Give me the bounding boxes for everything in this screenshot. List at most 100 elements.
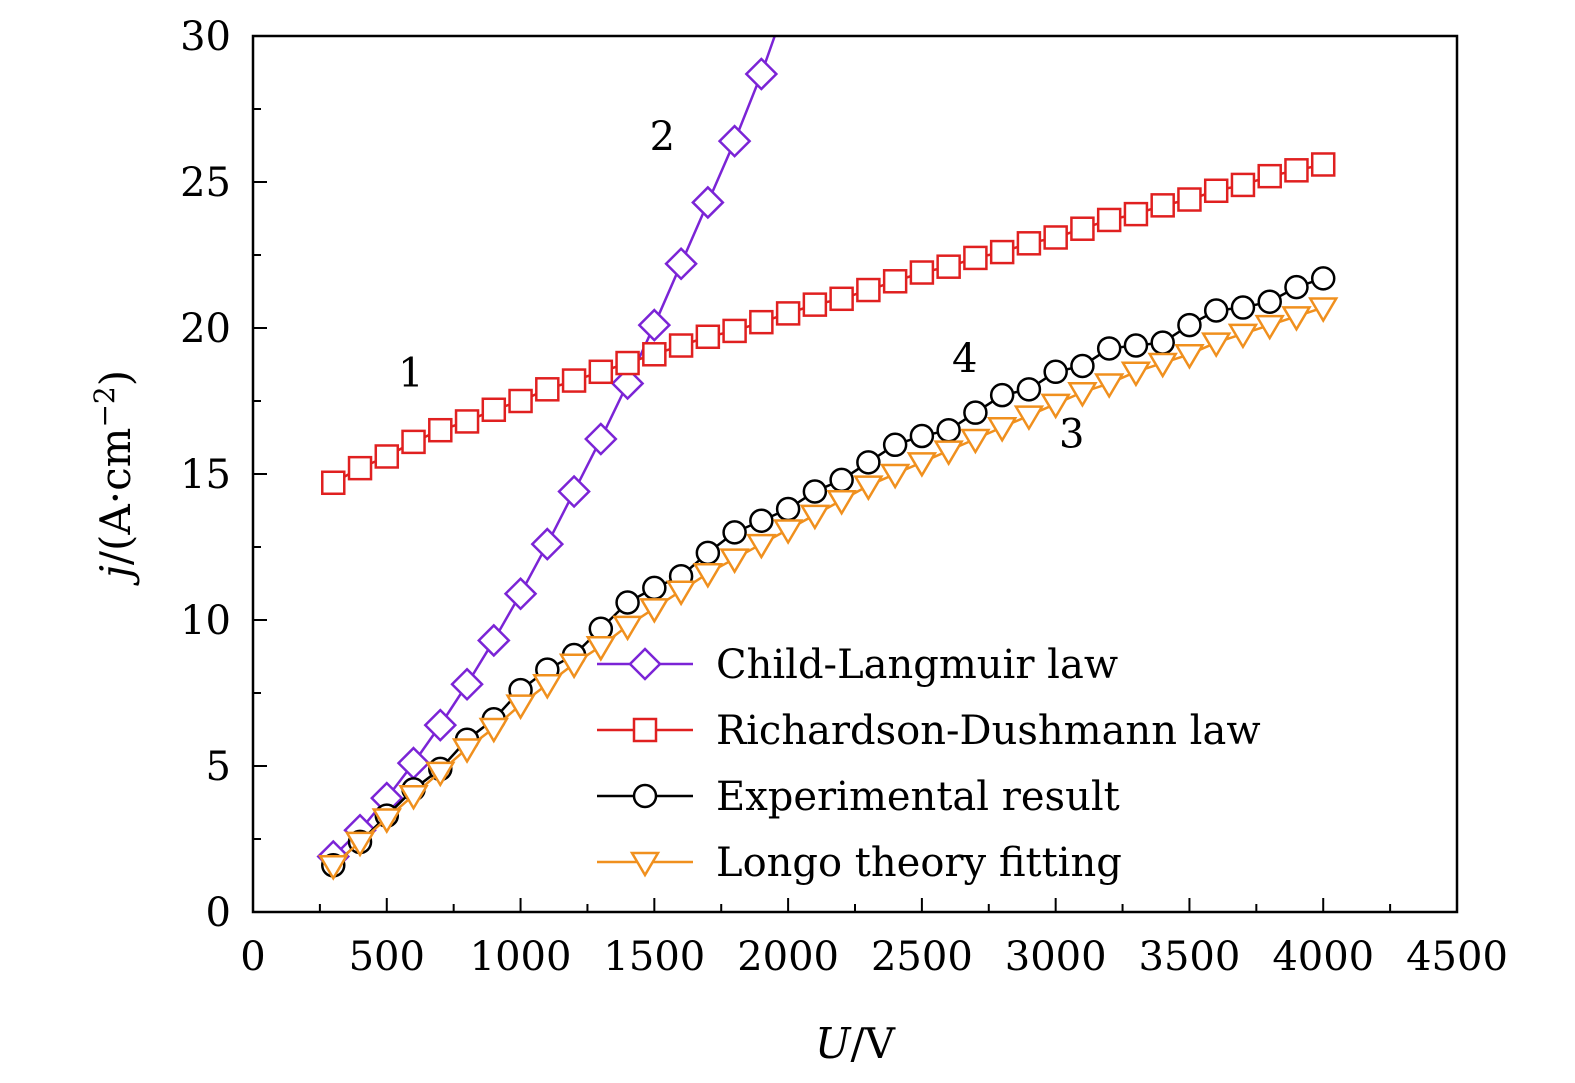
- data-point: [477, 623, 511, 658]
- data-point: [856, 450, 881, 475]
- data-point: [374, 444, 400, 469]
- data-point: [799, 504, 831, 531]
- data-point: [637, 308, 672, 342]
- legend-marker: [632, 717, 658, 743]
- data-point: [853, 475, 884, 502]
- data-point: [1254, 314, 1285, 341]
- x-tick-label: 3000: [1005, 934, 1107, 980]
- y-tick-label: 15: [180, 452, 231, 498]
- data-point: [530, 527, 565, 561]
- data-point: [1174, 344, 1205, 370]
- y-tick-label: 20: [180, 306, 231, 352]
- data-point: [691, 185, 725, 220]
- data-point: [1150, 193, 1175, 218]
- axis-ticks: [252, 35, 1458, 913]
- data-point: [642, 342, 667, 367]
- series-1: [321, 152, 1336, 496]
- data-point: [909, 423, 935, 449]
- data-point: [450, 667, 484, 702]
- data-point: [695, 540, 721, 566]
- x-tick-label: 1000: [470, 934, 572, 980]
- data-point: [746, 533, 777, 560]
- data-point: [639, 598, 670, 624]
- data-point: [585, 636, 617, 662]
- data-point: [749, 508, 774, 533]
- data-point: [1096, 207, 1122, 233]
- data-point: [1043, 359, 1068, 385]
- data-point: [963, 245, 988, 271]
- data-point: [936, 417, 961, 443]
- data-point: [1123, 333, 1149, 358]
- data-point: [1177, 187, 1202, 212]
- data-point: [1070, 353, 1095, 379]
- data-point: [829, 467, 854, 493]
- data-point: [1040, 393, 1071, 420]
- data-point: [1203, 178, 1229, 204]
- data-point: [588, 359, 614, 385]
- data-point: [535, 377, 560, 402]
- data-point: [802, 292, 828, 317]
- curve-number-label: 1: [398, 350, 423, 396]
- legend-marker: [628, 647, 662, 681]
- data-point: [1067, 381, 1098, 408]
- data-point: [1013, 405, 1045, 432]
- legend-item: Child-Langmuir law: [597, 642, 1118, 688]
- data-point: [1284, 274, 1309, 300]
- data-point: [963, 400, 988, 425]
- plot-marks: [316, 35, 1339, 881]
- data-point: [1177, 312, 1202, 338]
- data-point: [508, 388, 533, 414]
- legend-item: Experimental result: [597, 774, 1120, 820]
- y-tick-label: 0: [206, 890, 231, 936]
- axis-tick-labels: 0 500 1000 1500 2000 2500 3000 3500 4000 4500 0 5 10…: [180, 14, 1508, 980]
- y-axis-variable: j: [91, 565, 140, 586]
- legend-label: Richardson-Dushmann law: [716, 708, 1261, 754]
- data-point: [561, 368, 587, 393]
- data-point: [503, 576, 538, 611]
- data-point: [879, 463, 911, 490]
- data-point: [396, 746, 431, 780]
- series-line: [332, 35, 776, 858]
- y-tick-label: 25: [180, 160, 231, 206]
- series-3: [318, 297, 1339, 881]
- data-point: [826, 490, 857, 516]
- x-tick-label: 1500: [603, 934, 705, 980]
- data-point: [717, 124, 752, 158]
- data-point: [909, 260, 935, 285]
- data-point: [1070, 216, 1095, 241]
- data-point: [772, 519, 804, 545]
- data-point: [1227, 323, 1259, 350]
- data-point: [478, 717, 509, 744]
- data-point: [986, 417, 1018, 443]
- data-point: [722, 520, 747, 545]
- data-point: [401, 429, 426, 455]
- data-point: [1310, 152, 1336, 177]
- data-point: [1147, 352, 1178, 379]
- data-point: [557, 474, 591, 509]
- data-point: [829, 286, 854, 312]
- data-point: [1120, 361, 1152, 388]
- legend-marker: [632, 783, 658, 809]
- data-point: [722, 318, 747, 344]
- y-tick-label: 30: [180, 14, 231, 60]
- data-point: [882, 432, 908, 458]
- legend-label: Longo theory fitting: [716, 840, 1122, 886]
- data-point: [1281, 306, 1312, 332]
- data-point: [371, 808, 402, 835]
- x-axis-variable: U: [815, 1019, 852, 1068]
- data-point: [664, 246, 698, 281]
- data-point: [960, 428, 991, 455]
- data-point: [1230, 172, 1256, 198]
- data-point: [532, 673, 563, 700]
- data-point: [347, 455, 373, 481]
- data-point: [1257, 289, 1282, 314]
- data-point: [1203, 298, 1229, 323]
- x-axis-title: U/V: [815, 1019, 896, 1068]
- legend-marker: [629, 851, 661, 878]
- data-point: [1308, 297, 1339, 324]
- data-point: [668, 333, 694, 358]
- data-point: [344, 831, 376, 858]
- data-point: [1284, 158, 1309, 183]
- data-point: [719, 548, 750, 575]
